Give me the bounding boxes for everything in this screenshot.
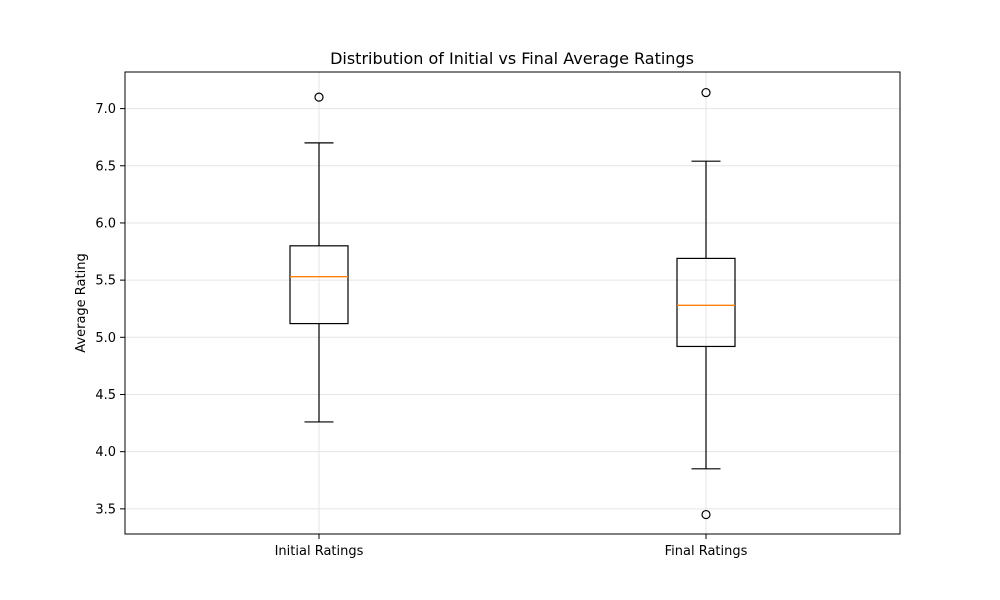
plot-frame	[124, 71, 901, 535]
iqr-box	[289, 245, 349, 325]
axis-ticks: 3.5 4.0 4.5 5.0 5.5 6.0 6.5 7.0 Initial Ratings F…	[95, 102, 747, 559]
box-initial	[289, 92, 349, 423]
x-tick-label: Initial Ratings	[275, 544, 364, 559]
y-tick-label: 6.5	[95, 159, 116, 174]
chart-title: Distribution of Initial vs Final Average…	[330, 49, 694, 68]
x-tick-label: Final Ratings	[665, 544, 748, 559]
grid-lines	[125, 72, 900, 534]
y-tick-label: 5.5	[95, 274, 116, 289]
outlier-point	[701, 509, 711, 520]
y-tick-label: 3.5	[95, 502, 116, 517]
iqr-box	[676, 257, 736, 348]
y-tick-label: 7.0	[95, 102, 116, 117]
boxes	[289, 87, 736, 520]
y-tick-label: 6.0	[95, 216, 116, 231]
y-tick-label: 5.0	[95, 331, 116, 346]
y-axis-label: Average Rating	[74, 253, 89, 352]
outlier-point	[314, 92, 324, 102]
y-tick-label: 4.5	[95, 388, 116, 403]
y-tick-label: 4.0	[95, 445, 116, 460]
outlier-point	[701, 87, 711, 98]
box-final	[676, 87, 736, 520]
